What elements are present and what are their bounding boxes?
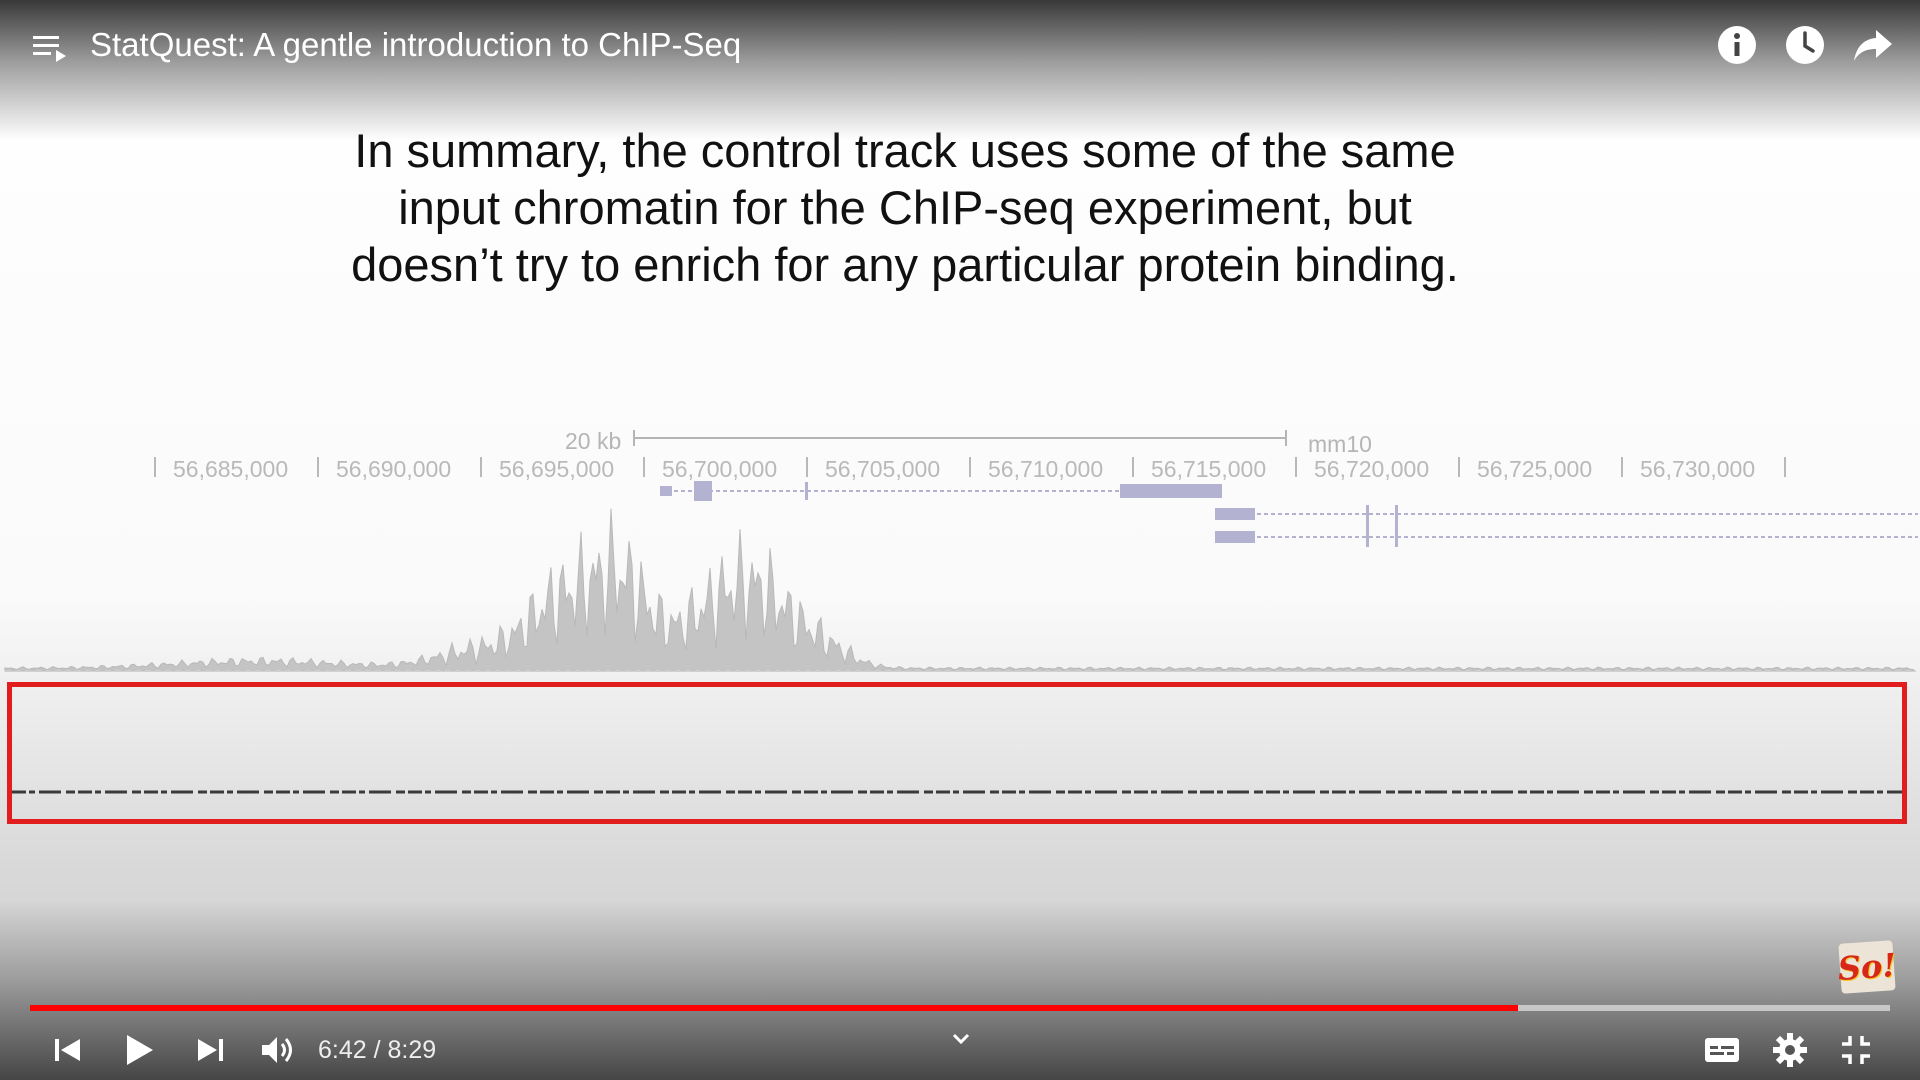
caption-line: doesn’t try to enrich for any particular… bbox=[351, 238, 1459, 291]
duration: 8:29 bbox=[387, 1036, 437, 1064]
channel-logo[interactable]: So! bbox=[1836, 940, 1898, 994]
control-track-highlight bbox=[7, 682, 1907, 824]
coordinate-label: 56,700,000 bbox=[662, 456, 777, 482]
progress-played bbox=[30, 1005, 1518, 1011]
volume-icon[interactable] bbox=[258, 1030, 298, 1070]
progress-bar[interactable] bbox=[30, 1005, 1890, 1011]
title-bar: StatQuest: A gentle introduction to ChIP… bbox=[0, 0, 1920, 90]
next-icon[interactable] bbox=[190, 1030, 230, 1070]
exit-fullscreen-icon[interactable] bbox=[1836, 1030, 1876, 1070]
coordinate-label: 56,730,000 bbox=[1640, 456, 1755, 482]
playlist-icon[interactable] bbox=[30, 28, 70, 68]
video-title[interactable]: StatQuest: A gentle introduction to ChIP… bbox=[90, 26, 742, 63]
player-controls: 6:42 / 8:29 bbox=[0, 1018, 1920, 1078]
coordinate-label: 56,725,000 bbox=[1477, 456, 1592, 482]
coordinate-label: 56,710,000 bbox=[988, 456, 1103, 482]
coordinate-label: 56,720,000 bbox=[1314, 456, 1429, 482]
coordinate-label: 56,705,000 bbox=[825, 456, 940, 482]
settings-icon[interactable] bbox=[1770, 1030, 1810, 1070]
coordinate-label: 56,695,000 bbox=[499, 456, 614, 482]
time-separator: / bbox=[373, 1036, 381, 1064]
chip-signal-track bbox=[4, 508, 1917, 672]
coordinate-label: 56,685,000 bbox=[173, 456, 288, 482]
assembly-label: mm10 bbox=[1308, 431, 1372, 457]
share-icon[interactable] bbox=[1850, 22, 1896, 68]
chevron-down-icon[interactable] bbox=[950, 1028, 972, 1050]
scale-label: 20 kb bbox=[565, 428, 621, 454]
previous-icon[interactable] bbox=[48, 1030, 88, 1070]
subtitles-icon[interactable] bbox=[1702, 1030, 1742, 1070]
clock-icon[interactable] bbox=[1782, 22, 1828, 68]
caption-line: input chromatin for the ChIP-seq experim… bbox=[398, 181, 1412, 234]
gene-track bbox=[660, 481, 1918, 547]
play-icon[interactable] bbox=[118, 1030, 158, 1070]
coordinate-label: 56,690,000 bbox=[336, 456, 451, 482]
time-display: 6:42 / 8:29 bbox=[318, 1032, 436, 1068]
coordinate-label: 56,715,000 bbox=[1151, 456, 1266, 482]
current-time: 6:42 bbox=[318, 1036, 367, 1064]
info-icon[interactable] bbox=[1714, 22, 1760, 68]
